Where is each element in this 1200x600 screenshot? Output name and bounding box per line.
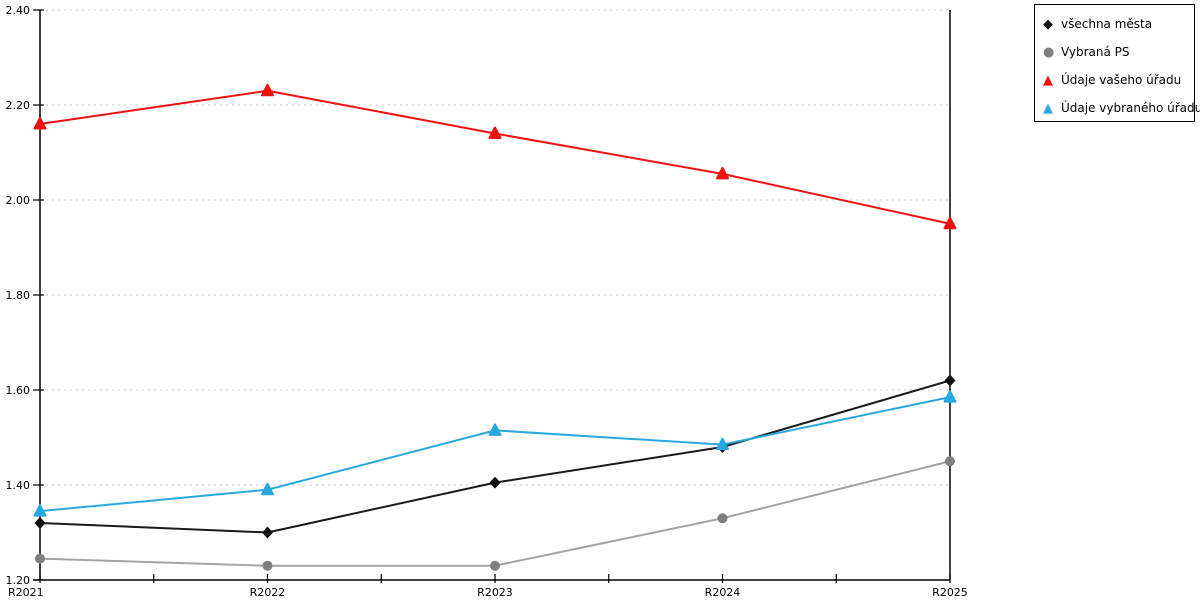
diamond-marker-icon: ◆ [1043,16,1053,32]
x-axis-label: R2023 [477,586,513,599]
legend-item-selected-office: ▲ Údaje vybraného úřadu [1043,94,1200,122]
triangle-marker-icon [716,437,729,451]
circle-marker-icon [945,456,955,467]
triangle-marker-icon [943,390,957,403]
circle-marker-icon [490,560,500,571]
legend-item-selected-ps: ● Vybraná PS [1043,38,1194,66]
circle-marker-icon [262,560,273,571]
circle-marker-icon: ● [1043,44,1055,60]
y-axis-label: 2.00 [6,194,31,207]
triangle-marker-icon [943,216,957,230]
legend-label: Údaje vybraného úřadu [1061,101,1200,115]
diamond-marker-icon [34,517,46,529]
legend: ◆ všechna města ● Vybraná PS ▲ Údaje vaš… [1034,4,1200,122]
triangle-marker-icon [716,166,729,180]
y-axis-label: 1.40 [6,479,31,492]
x-axis-label: R2021 [8,586,44,599]
y-axis-label: 1.60 [6,384,31,397]
x-axis-label: R2024 [705,586,741,599]
legend-label: všechna města [1061,17,1153,31]
legend-label: Vybraná PS [1061,45,1130,59]
legend-item-your-office: ▲ Údaje vašeho úřadu [1043,66,1194,94]
series-line-2 [39,89,951,225]
circle-marker-icon [717,513,728,524]
triangle-marker-icon [261,83,274,97]
triangle-marker-icon [33,117,47,130]
series-line-0 [39,379,951,534]
series-line-3 [39,396,951,513]
triangle-marker-icon [261,482,274,496]
legend-item-all-cities: ◆ všechna města [1043,10,1194,38]
triangle-marker-icon: ▲ [1043,100,1053,116]
x-axis-label: R2025 [932,586,968,599]
triangle-marker-icon [488,126,502,139]
triangle-marker-icon: ▲ [1043,72,1053,88]
y-axis-label: 1.20 [6,574,31,587]
triangle-marker-icon [33,504,47,517]
diamond-marker-icon [262,526,273,539]
x-axis-label: R2022 [250,586,286,599]
circle-marker-icon [35,553,45,564]
legend-label: Údaje vašeho úřadu [1061,73,1182,87]
triangle-marker-icon [488,423,502,436]
y-axis-label: 2.20 [6,99,31,112]
y-axis-label: 2.40 [6,4,31,17]
diamond-marker-icon [489,476,501,489]
diamond-marker-icon [944,374,956,387]
y-axis-label: 1.80 [6,289,31,302]
